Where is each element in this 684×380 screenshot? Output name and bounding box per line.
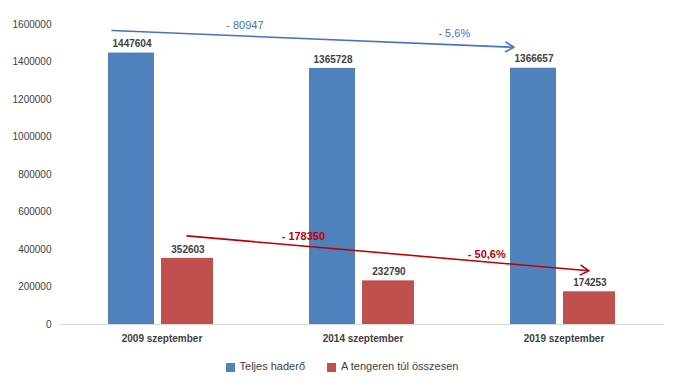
svg-text:- 80947: - 80947 xyxy=(226,19,263,31)
svg-text:2019 szeptember: 2019 szeptember xyxy=(524,333,605,344)
svg-text:232790: 232790 xyxy=(372,266,406,277)
svg-text:1366657: 1366657 xyxy=(515,53,554,64)
svg-text:- 5,6%: - 5,6% xyxy=(438,27,470,39)
svg-text:- 50,6%: - 50,6% xyxy=(468,248,506,260)
svg-text:2009 szeptember: 2009 szeptember xyxy=(122,333,203,344)
svg-text:600000: 600000 xyxy=(18,206,52,217)
svg-text:800000: 800000 xyxy=(18,169,52,180)
svg-text:174253: 174253 xyxy=(573,277,607,288)
svg-text:- 178350: - 178350 xyxy=(282,230,325,242)
svg-text:1400000: 1400000 xyxy=(13,56,52,67)
svg-text:1200000: 1200000 xyxy=(13,94,52,105)
svg-text:352603: 352603 xyxy=(171,244,205,255)
svg-text:2014 szeptember: 2014 szeptember xyxy=(323,333,404,344)
svg-text:200000: 200000 xyxy=(18,281,52,292)
svg-text:1447604: 1447604 xyxy=(113,38,152,49)
svg-text:1600000: 1600000 xyxy=(13,19,52,30)
svg-text:0: 0 xyxy=(46,319,52,330)
svg-text:400000: 400000 xyxy=(18,244,52,255)
svg-text:1000000: 1000000 xyxy=(13,131,52,142)
html-text:Teljes haderő: Teljes haderő xyxy=(239,360,305,372)
svg-text:1365728: 1365728 xyxy=(314,54,353,65)
html-text:A tengeren túl összesen: A tengeren túl összesen xyxy=(341,360,459,372)
